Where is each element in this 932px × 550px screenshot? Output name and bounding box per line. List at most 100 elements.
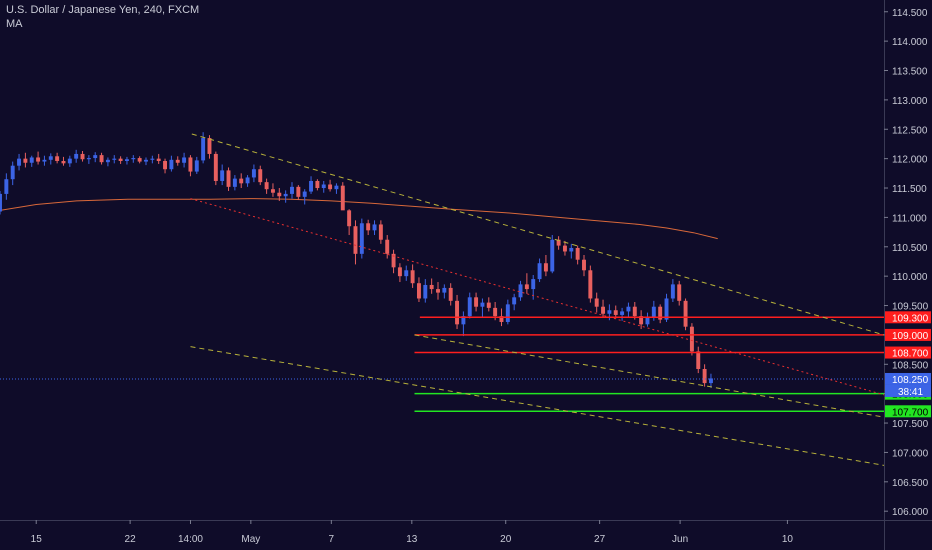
- symbol-legend[interactable]: U.S. Dollar / Japanese Yen, 240, FXCM: [6, 4, 200, 16]
- candle[interactable]: [283, 190, 288, 203]
- candle[interactable]: [569, 243, 574, 259]
- candle[interactable]: [74, 149, 79, 163]
- candle[interactable]: [80, 151, 85, 162]
- candle[interactable]: [334, 183, 339, 194]
- candle[interactable]: [105, 157, 110, 167]
- candle[interactable]: [359, 218, 364, 259]
- candle[interactable]: [270, 183, 275, 197]
- candle[interactable]: [416, 277, 421, 303]
- candle[interactable]: [486, 297, 491, 312]
- candle[interactable]: [404, 265, 409, 281]
- channel-upper-line[interactable]: [191, 133, 885, 336]
- channel-lower-line[interactable]: [190, 346, 885, 466]
- candle[interactable]: [480, 298, 485, 318]
- candle[interactable]: [194, 156, 199, 174]
- candle[interactable]: [524, 273, 529, 294]
- candle[interactable]: [42, 155, 47, 166]
- resistance-price-label[interactable]: 109.300: [885, 311, 931, 324]
- candle[interactable]: [601, 299, 606, 318]
- candle[interactable]: [385, 235, 390, 259]
- candle[interactable]: [696, 346, 701, 374]
- candle[interactable]: [315, 179, 320, 191]
- candle[interactable]: [131, 155, 136, 163]
- candle[interactable]: [537, 258, 542, 283]
- candle[interactable]: [391, 249, 396, 274]
- candle[interactable]: [670, 279, 675, 303]
- channel-inner-line[interactable]: [414, 334, 885, 418]
- candle[interactable]: [4, 173, 9, 200]
- candle[interactable]: [124, 156, 129, 165]
- candle[interactable]: [112, 155, 117, 164]
- candle[interactable]: [448, 283, 453, 306]
- candle[interactable]: [353, 220, 358, 265]
- candle[interactable]: [239, 173, 244, 189]
- candle[interactable]: [61, 156, 66, 166]
- candle[interactable]: [309, 176, 314, 194]
- candle[interactable]: [378, 220, 383, 244]
- candle[interactable]: [582, 255, 586, 277]
- candle[interactable]: [397, 263, 402, 283]
- candle[interactable]: [372, 220, 377, 236]
- candle[interactable]: [556, 236, 561, 250]
- candle[interactable]: [645, 312, 650, 327]
- candle[interactable]: [639, 310, 644, 330]
- candle[interactable]: [182, 152, 187, 168]
- candle[interactable]: [613, 305, 618, 319]
- trendline[interactable]: [190, 198, 885, 396]
- candle[interactable]: [156, 153, 161, 164]
- candle[interactable]: [99, 152, 104, 165]
- candle[interactable]: [118, 156, 123, 164]
- candle[interactable]: [512, 293, 517, 311]
- candle[interactable]: [264, 178, 269, 194]
- candle[interactable]: [163, 158, 168, 174]
- candle[interactable]: [175, 156, 180, 166]
- support-price-label[interactable]: 107.700: [885, 405, 931, 418]
- candle[interactable]: [188, 155, 193, 177]
- candle[interactable]: [23, 152, 28, 168]
- candle[interactable]: [429, 278, 434, 294]
- candle[interactable]: [455, 294, 460, 330]
- candle[interactable]: [137, 156, 142, 164]
- candle[interactable]: [436, 282, 440, 300]
- candle[interactable]: [86, 155, 91, 164]
- candle[interactable]: [474, 292, 479, 312]
- candle[interactable]: [296, 185, 301, 200]
- candle[interactable]: [702, 364, 707, 387]
- candle[interactable]: [226, 167, 231, 191]
- candle[interactable]: [290, 182, 294, 199]
- candle[interactable]: [518, 280, 523, 301]
- candle[interactable]: [17, 153, 22, 171]
- candle[interactable]: [442, 284, 447, 299]
- candle[interactable]: [461, 311, 466, 337]
- candle[interactable]: [347, 209, 352, 236]
- candle[interactable]: [213, 151, 218, 186]
- candle[interactable]: [689, 323, 694, 356]
- candle[interactable]: [505, 299, 510, 325]
- candle[interactable]: [36, 151, 41, 165]
- candle[interactable]: [169, 155, 174, 172]
- candle[interactable]: [144, 157, 148, 166]
- candle[interactable]: [328, 179, 333, 192]
- candle[interactable]: [366, 219, 371, 236]
- candle[interactable]: [683, 298, 688, 331]
- candle[interactable]: [467, 292, 472, 319]
- candle[interactable]: [575, 245, 580, 265]
- candle[interactable]: [93, 152, 98, 163]
- candle[interactable]: [423, 279, 428, 303]
- candle[interactable]: [677, 280, 682, 306]
- candle[interactable]: [55, 152, 60, 164]
- candle[interactable]: [594, 292, 599, 313]
- candle[interactable]: [543, 255, 548, 277]
- candle[interactable]: [220, 164, 225, 186]
- candle[interactable]: [302, 189, 307, 205]
- candle[interactable]: [550, 235, 555, 274]
- candle[interactable]: [48, 153, 53, 165]
- candle[interactable]: [588, 265, 593, 303]
- candle[interactable]: [29, 155, 34, 167]
- candle[interactable]: [277, 188, 282, 201]
- candle[interactable]: [658, 304, 663, 324]
- candle[interactable]: [67, 155, 72, 167]
- candle[interactable]: [10, 161, 15, 186]
- resistance-price-label[interactable]: 108.700: [885, 346, 931, 360]
